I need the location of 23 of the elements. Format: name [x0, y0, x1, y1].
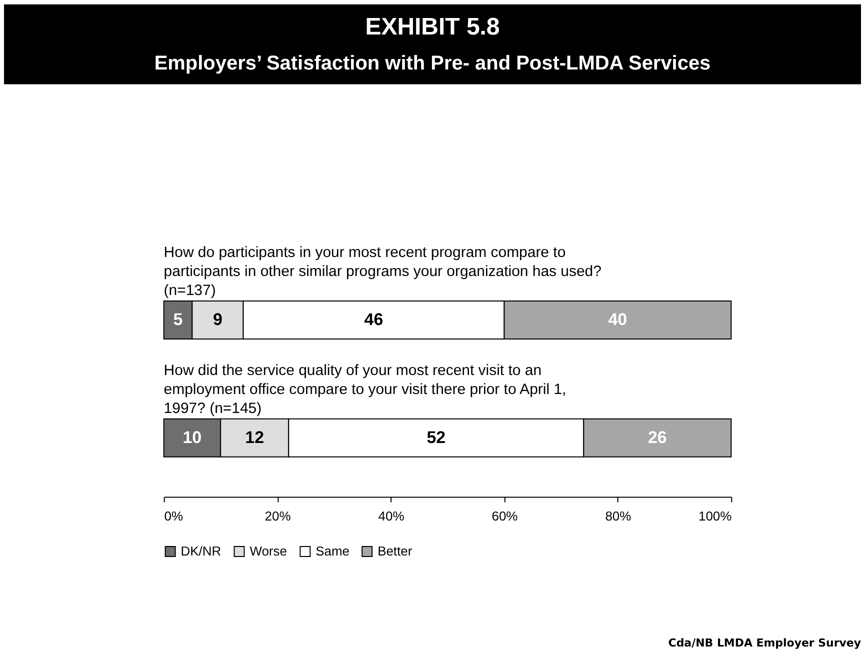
legend-label: DK/NR	[180, 543, 222, 558]
data-label: 10	[182, 428, 202, 447]
x-tick-label: 100%	[698, 508, 732, 524]
data-label: 46	[364, 310, 384, 329]
x-tick-label: 60%	[492, 508, 518, 524]
x-tick-label: 80%	[605, 508, 632, 524]
text: Cda/NB LMDA Employer Survey	[668, 636, 862, 650]
data-label: 5	[173, 310, 183, 329]
y-tick-label: How do participants in your most recent program compare to participants in other similar programs your organization has used? (n=137)	[164, 244, 602, 300]
x-tick-label: 20%	[264, 508, 292, 524]
chart-title: EXHIBIT 5.8	[365, 13, 500, 40]
x-tick-label: 40%	[378, 508, 405, 524]
data-label: 52	[426, 428, 446, 447]
y-tick-label: How did the service quality of your most recent visit to an employment office compare to your visit there prior to April 1, 1997? (n=145)	[164, 362, 566, 417]
data-label: 26	[648, 428, 667, 447]
chart-subtitle: Employers’ Satisfaction with Pre- and Post-LMDA Services	[154, 52, 711, 74]
legend-label: Worse	[250, 543, 287, 558]
data-label: 40	[608, 310, 628, 329]
x-tick-label: 0%	[164, 508, 184, 524]
legend-label: Same	[316, 543, 350, 558]
data-label: 12	[245, 428, 264, 447]
data-label: 9	[212, 310, 222, 329]
legend-label: Better	[378, 543, 413, 558]
